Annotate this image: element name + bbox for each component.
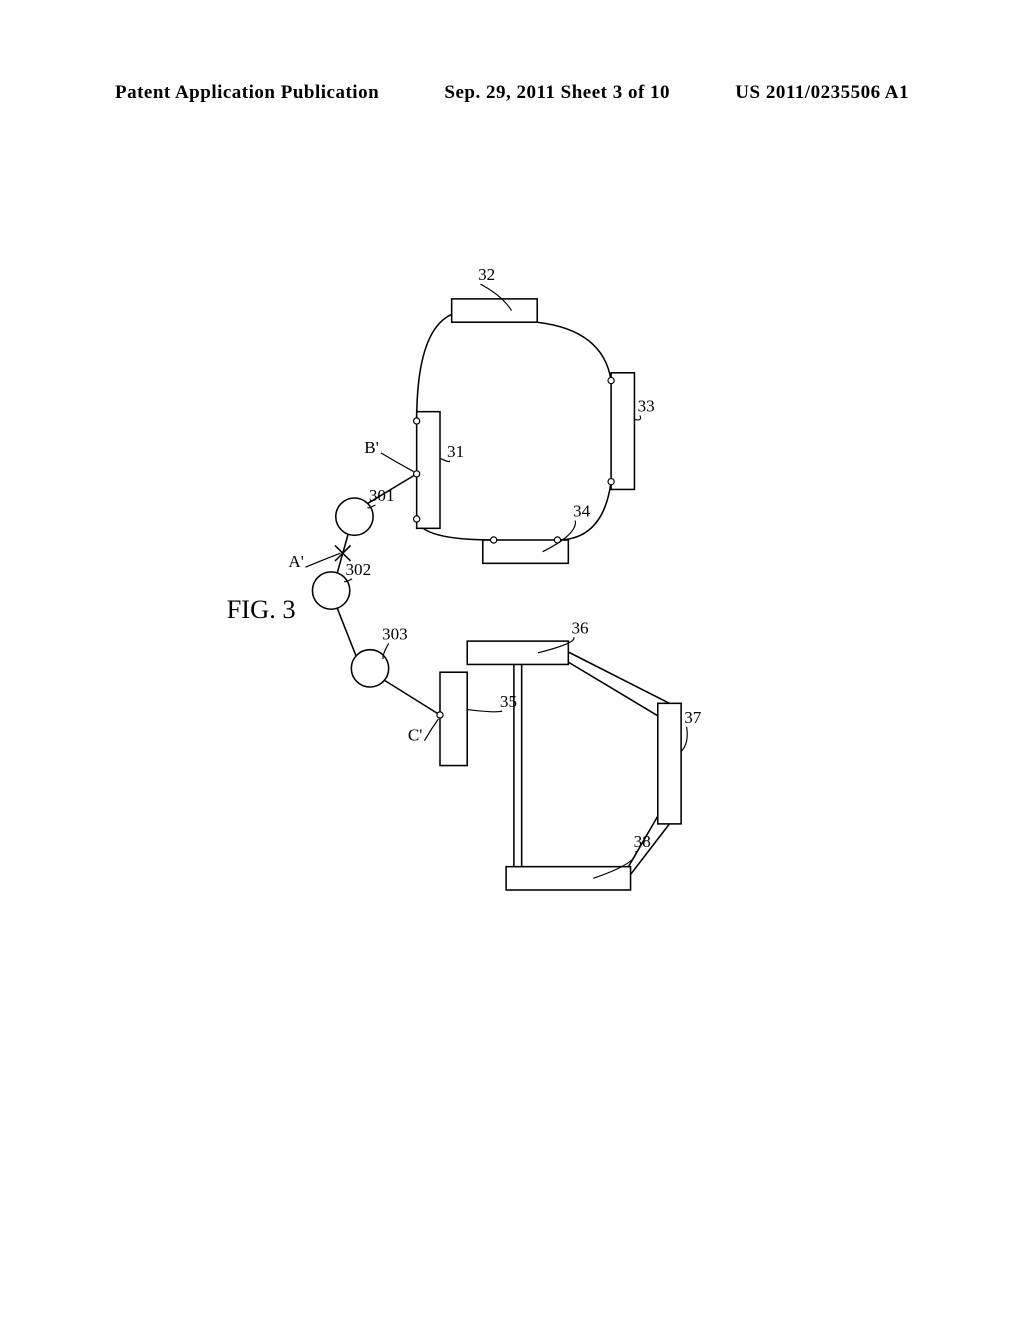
port-circle — [608, 479, 614, 485]
port-circle — [414, 418, 420, 424]
label-303: 303 — [382, 625, 408, 644]
label-36: 36 — [571, 618, 589, 637]
label-33: 33 — [638, 397, 655, 416]
figure-label: FIG. 3 — [227, 594, 296, 624]
header-patent-number: US 2011/0235506 A1 — [735, 82, 909, 104]
figure-diagram: 31 32 33 34 35 36 37 38 301 302 303 FIG. 3 A' B' C' — [60, 260, 960, 960]
label-35: 35 — [500, 692, 517, 711]
header-publication: Patent Application Publication — [115, 82, 379, 104]
node-37 — [658, 703, 681, 824]
port-circle — [414, 471, 420, 477]
label-302: 302 — [345, 560, 371, 579]
node-32 — [452, 299, 538, 322]
node-302 — [312, 572, 349, 609]
page-header: Patent Application Publication Sep. 29, … — [0, 82, 1024, 104]
node-34 — [483, 540, 569, 563]
node-31 — [417, 412, 440, 529]
node-36 — [467, 641, 568, 664]
port-circle — [414, 516, 420, 522]
port-circle — [437, 712, 443, 718]
node-33 — [611, 373, 634, 490]
network-svg: 31 32 33 34 35 36 37 38 301 302 303 FIG. 3 A' B' C' — [60, 260, 960, 960]
port-circle — [491, 537, 497, 543]
header-date-sheet: Sep. 29, 2011 Sheet 3 of 10 — [444, 82, 670, 104]
port-circle — [608, 377, 614, 383]
label-32: 32 — [478, 265, 495, 284]
label-34: 34 — [573, 502, 591, 521]
node-38 — [506, 867, 630, 890]
label-38: 38 — [634, 832, 651, 851]
annotation-A: A' — [288, 552, 303, 571]
node-35 — [440, 672, 467, 765]
node-301 — [336, 498, 373, 535]
annotation-B: B' — [364, 438, 379, 457]
annotation-C: C' — [408, 726, 423, 745]
label-37: 37 — [684, 708, 702, 727]
label-301: 301 — [369, 486, 395, 505]
label-31: 31 — [447, 442, 464, 461]
